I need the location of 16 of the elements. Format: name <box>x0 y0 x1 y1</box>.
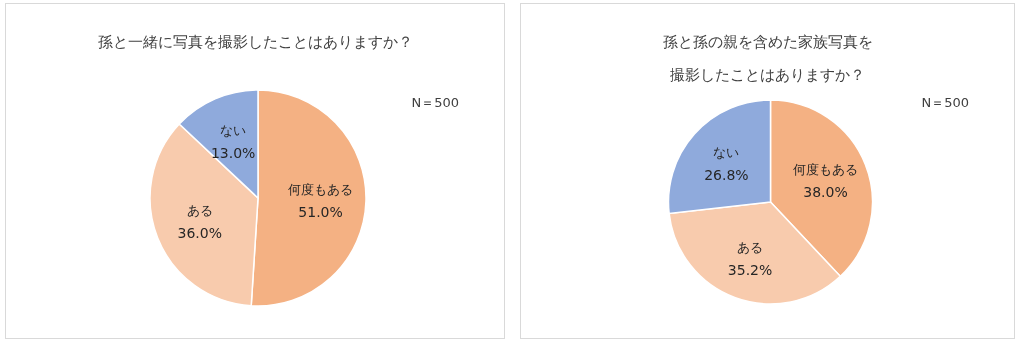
data-label: 38.0% <box>803 184 848 201</box>
data-label: 51.0% <box>298 203 343 220</box>
text: N＝500 <box>921 95 969 110</box>
chart-title: 孫と一緒に写真を撮影したことはありますか？ <box>96 32 414 53</box>
data-label: 35.2% <box>727 261 773 278</box>
slice-label: 何度もある <box>793 162 859 178</box>
text: N＝500 <box>411 95 459 110</box>
data-label: 26.8% <box>704 166 749 183</box>
slice-label: ある <box>737 239 764 255</box>
data-label: 13.0% <box>210 144 256 161</box>
slice-label: ない <box>220 122 247 138</box>
slice-label: ある <box>186 203 213 219</box>
slice-label: 何度もある <box>288 181 354 197</box>
slice-label: ない <box>713 144 740 160</box>
data-label: 36.0% <box>177 225 222 242</box>
chart-title: 孫と孫の親を含めた家族写真を撮影したことはありますか？ <box>661 32 874 86</box>
